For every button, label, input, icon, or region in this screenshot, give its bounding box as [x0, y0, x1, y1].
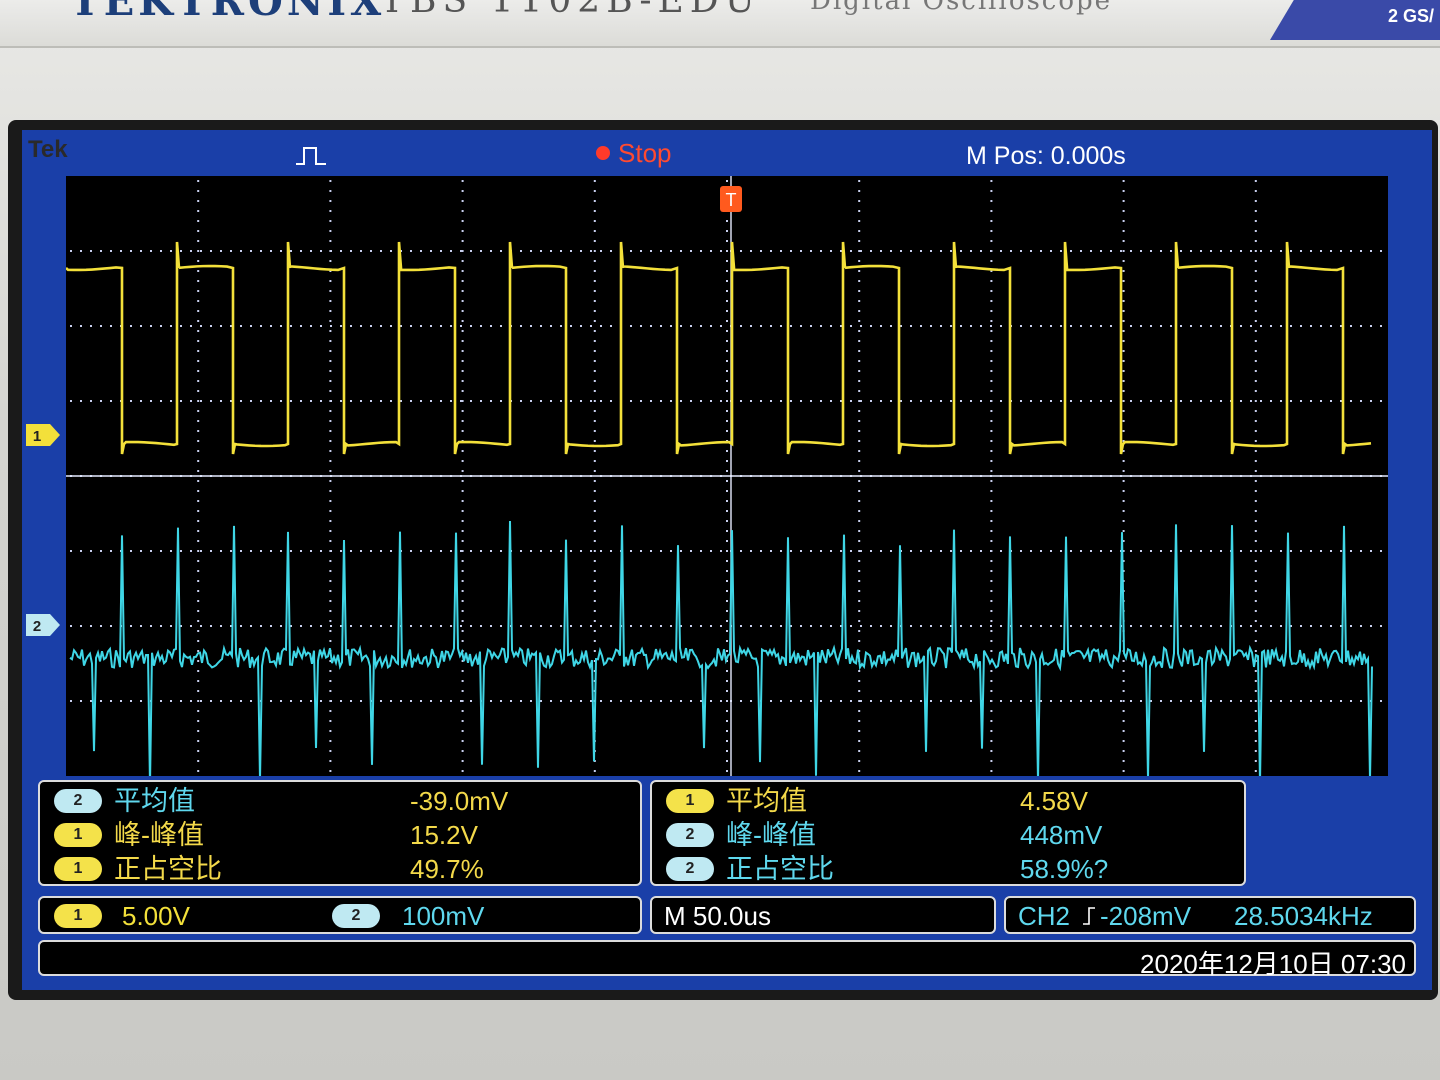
- measurement-value: -39.0mV: [410, 786, 509, 816]
- trigger-level: -208mV: [1100, 901, 1192, 931]
- measurement-row: 2 正占空比 58.9%?: [652, 852, 1244, 886]
- ch2-marker-label: 2: [33, 618, 41, 635]
- timebase-box: M 50.0us: [650, 896, 996, 934]
- waveform-graticule: T: [66, 176, 1388, 776]
- horizontal-position: M Pos: 0.000s: [966, 142, 1126, 170]
- trigger-position-marker: T: [720, 186, 742, 212]
- measurement-value: 4.58V: [1020, 786, 1088, 816]
- trigger-source: CH2: [1018, 901, 1071, 931]
- display-top-bar: Tek Stop M Pos: 0.000s: [22, 130, 1432, 170]
- channel-chip: 1: [666, 789, 714, 813]
- measurement-value: 58.9%?: [1020, 854, 1109, 884]
- channel-scale-box: 1 5.00V 2 100mV: [38, 896, 642, 934]
- ch1-chip: 1: [54, 904, 102, 928]
- measurement-value: 15.2V: [410, 820, 478, 850]
- run-status-indicator: [596, 146, 610, 160]
- ch1-scale: 5.00V: [122, 901, 190, 931]
- channel-chip: 1: [54, 857, 102, 881]
- spec-badge: 2 GS/: [1270, 0, 1440, 40]
- scope-display: Tek Stop M Pos: 0.000s T 1 2: [22, 130, 1432, 990]
- tek-logo: Tek: [28, 136, 68, 163]
- graticule-grid: [66, 176, 1388, 776]
- trigger-frequency: 28.5034kHz: [1234, 901, 1373, 931]
- measurement-label: 平均值: [726, 786, 807, 816]
- front-panel-header: TEKTRONIX TBS 1102B-EDU Digital Oscillos…: [0, 0, 1440, 48]
- measurement-label: 峰-峰值: [726, 820, 816, 850]
- measurement-row: 1 正占空比 49.7%: [40, 852, 640, 886]
- timebase-value: M 50.0us: [664, 901, 771, 931]
- model-name: TBS 1102B-EDU: [380, 0, 761, 21]
- instrument-subtitle: Digital Oscilloscope: [810, 0, 1113, 16]
- measurement-value: 448mV: [1020, 820, 1103, 850]
- measurements-panel-right: 1 平均值 4.58V 2 峰-峰值 448mV 2 正占空比 58.9%?: [650, 780, 1246, 886]
- date-time-bar: 2020年12月10日 07:30: [38, 940, 1416, 979]
- measurement-label: 峰-峰值: [114, 820, 204, 850]
- ch2-ground-marker[interactable]: 2: [26, 614, 60, 636]
- date-time: 2020年12月10日 07:30: [1140, 949, 1406, 979]
- trigger-marker-label: T: [726, 190, 737, 210]
- rising-edge-icon: [1083, 907, 1095, 925]
- channel-chip: 2: [54, 789, 102, 813]
- ch1-marker-label: 1: [33, 428, 41, 445]
- channel-chip: 2: [666, 823, 714, 847]
- brand-logo: TEKTRONIX: [70, 0, 386, 25]
- measurement-row: 1 平均值 4.58V: [652, 784, 1244, 818]
- trigger-type-icon: [296, 147, 326, 165]
- measurement-label: 正占空比: [726, 854, 834, 884]
- ch1-waveform: [66, 241, 1372, 455]
- measurement-label: 正占空比: [114, 854, 222, 884]
- status-row: 1 5.00V 2 100mV M 50.0us CH2 -208mV 28.5…: [38, 896, 1416, 936]
- measurement-row: 2 平均值 -39.0mV: [40, 784, 640, 818]
- measurement-value: 49.7%: [410, 854, 484, 884]
- spec-text: 2 GS/: [1387, 6, 1434, 26]
- channel-chip: 1: [54, 823, 102, 847]
- channel-chip: 2: [666, 857, 714, 881]
- ch1-ground-marker[interactable]: 1: [26, 424, 60, 446]
- ch2-waveform: [69, 520, 1373, 776]
- measurements-panel-left: 2 平均值 -39.0mV 1 峰-峰值 15.2V 1 正占空比 49.7%: [38, 780, 642, 886]
- run-status: Stop: [618, 138, 672, 168]
- measurement-row: 2 峰-峰值 448mV: [652, 818, 1244, 852]
- measurement-label: 平均值: [114, 786, 195, 816]
- measurement-row: 1 峰-峰值 15.2V: [40, 818, 640, 852]
- ch2-chip: 2: [332, 904, 380, 928]
- ch2-scale: 100mV: [402, 901, 485, 931]
- trigger-box: CH2 -208mV 28.5034kHz: [1004, 896, 1416, 934]
